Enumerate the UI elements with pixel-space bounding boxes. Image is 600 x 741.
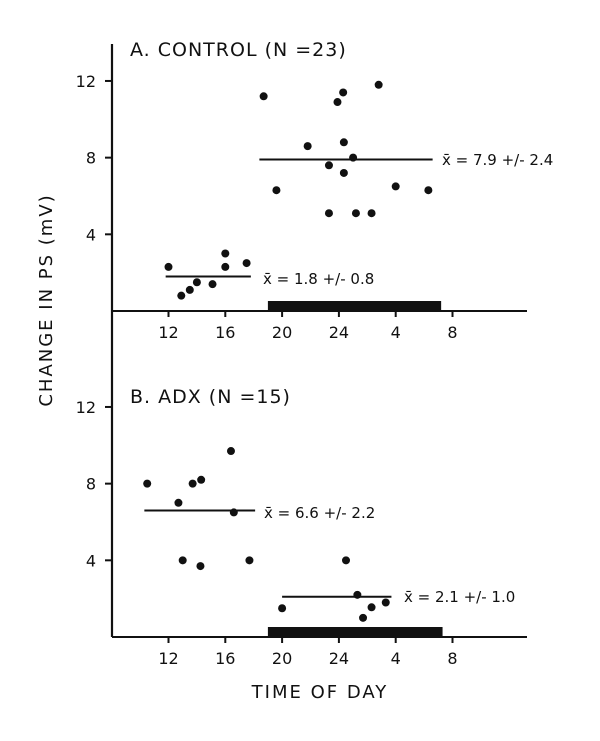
panel-a-data-point xyxy=(351,209,360,218)
panel-a-y-tick-label: 8 xyxy=(86,149,96,168)
panel-a-data-point xyxy=(221,262,230,271)
panel-b-data-point xyxy=(359,613,368,622)
panel-b-data-point xyxy=(381,598,390,607)
panel-a-data-point xyxy=(324,209,333,218)
panel-a-y-tick-label: 4 xyxy=(86,225,96,244)
panel-b-y-tick-label: 8 xyxy=(86,475,96,494)
panel-b-data-point xyxy=(367,603,376,612)
panel-a-x-tick-label: 16 xyxy=(215,323,235,342)
panel-b-title: B. ADX (N =15) xyxy=(130,386,291,408)
panel-b-data-point xyxy=(197,475,206,484)
panel-a-data-point xyxy=(272,186,281,195)
panel-b-data-point xyxy=(245,556,254,565)
panel-a-data-point xyxy=(339,138,348,147)
panel-a-data-point xyxy=(192,278,201,287)
panel-a-data-point xyxy=(259,92,268,101)
panel-b-x-tick-label: 4 xyxy=(391,649,401,668)
panel-a-mean-label: x̄ = 1.8 +/- 0.8 xyxy=(263,270,374,288)
panel-a-y-tick-label: 12 xyxy=(76,72,96,91)
panel-a-data-point xyxy=(324,161,333,170)
panel-a-mean-label: x̄ = 7.9 +/- 2.4 xyxy=(442,151,553,169)
panel-b-data-point xyxy=(178,556,187,565)
panel-a-data-point xyxy=(424,186,433,195)
panel-b-data-point xyxy=(342,556,350,565)
panel-b-data-point xyxy=(188,479,197,488)
panel-b-x-tick-label: 8 xyxy=(447,649,457,668)
panel-b-x-tick-label: 12 xyxy=(158,649,178,668)
panel-a-data-point xyxy=(242,259,251,268)
panel-a-data-point xyxy=(333,98,342,107)
panel-b-data-point xyxy=(174,498,183,507)
panel-b-x-tick-label: 24 xyxy=(329,649,349,668)
panel-b-mean-label: x̄ = 6.6 +/- 2.2 xyxy=(264,504,375,522)
panel-a-data-point xyxy=(164,262,173,271)
y-axis-label: CHANGE IN PS (mV) xyxy=(36,193,57,406)
panel-b-data-point xyxy=(226,447,235,456)
panel-b-data-point xyxy=(196,562,205,571)
panel-a-data-point xyxy=(374,80,383,89)
panel-a-data-point xyxy=(177,291,186,300)
panel-a-data-point xyxy=(339,88,348,97)
panel-a-dark-period-bar xyxy=(267,301,442,311)
panel-b-data-point xyxy=(143,479,152,488)
panel-a-data-point xyxy=(185,285,194,294)
panel-a-data-point xyxy=(221,249,230,258)
panel-a-data-point xyxy=(339,168,348,177)
panel-b-y-tick-label: 4 xyxy=(86,551,96,570)
panel-a-title: A. CONTROL (N =23) xyxy=(130,39,347,61)
panel-a-x-tick-label: 8 xyxy=(447,323,457,342)
x-axis-label: TIME OF DAY xyxy=(251,682,389,703)
panel-b-x-tick-label: 20 xyxy=(272,649,292,668)
panel-a-data-point xyxy=(303,142,312,151)
panel-b-y-tick-label: 12 xyxy=(76,398,96,417)
panel-a-data-point xyxy=(391,182,400,191)
panel-b-data-point xyxy=(278,604,287,613)
panel-a-x-tick-label: 4 xyxy=(391,323,401,342)
panel-a-data-point xyxy=(367,209,376,218)
panel-a-x-tick-label: 24 xyxy=(329,323,349,342)
panel-a-data-point xyxy=(208,280,217,289)
panel-b-mean-label: x̄ = 2.1 +/- 1.0 xyxy=(404,588,515,606)
panel-a-x-tick-label: 12 xyxy=(158,323,178,342)
panel-b-x-tick-label: 16 xyxy=(215,649,235,668)
panel-a-x-tick-label: 20 xyxy=(272,323,292,342)
panel-b-dark-period-bar xyxy=(267,627,443,637)
